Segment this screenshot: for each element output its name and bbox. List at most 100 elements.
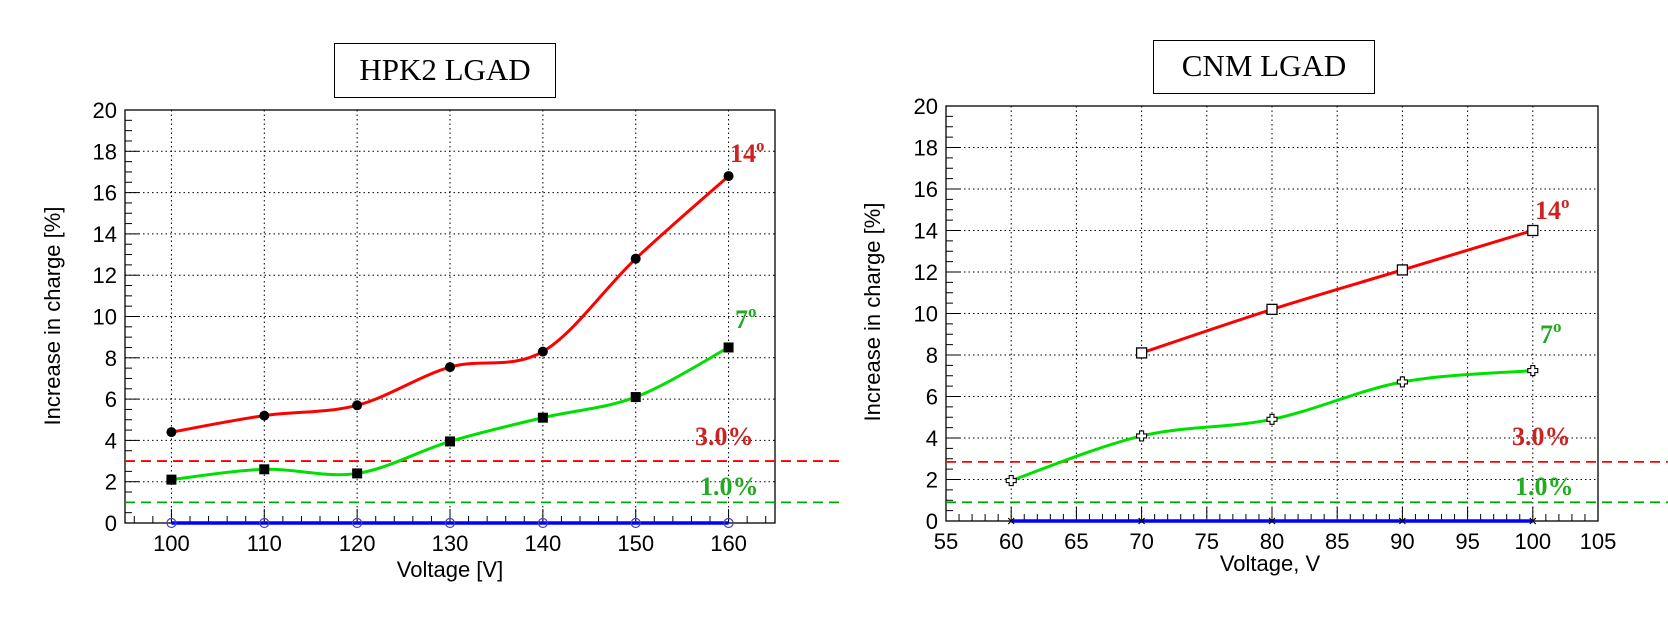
y-tick-label: 16 xyxy=(914,177,938,202)
series-0 xyxy=(166,171,734,438)
x-tick-label: 150 xyxy=(617,531,654,556)
data-point xyxy=(444,517,456,529)
threshold-label: 3.0% xyxy=(1512,422,1571,451)
data-point xyxy=(1529,517,1537,525)
y-tick-label: 2 xyxy=(926,468,938,493)
data-point xyxy=(630,517,641,529)
data-point xyxy=(1266,303,1278,316)
data-point xyxy=(259,517,270,529)
data-point xyxy=(537,412,548,423)
series-2 xyxy=(166,517,734,529)
series-1 xyxy=(1005,365,1539,487)
y-tick-label: 18 xyxy=(914,136,938,161)
series-label: 7o xyxy=(1540,317,1562,349)
data-point xyxy=(630,392,641,403)
data-point xyxy=(445,362,455,373)
chart-title-cnm: CNM LGAD xyxy=(1153,40,1375,94)
threshold-label: 1.0% xyxy=(700,472,759,501)
chart-panel-0: 0 2 4 6 8 10 12 14 16 18 20 100 110 120 130 140 150 160 Vo… xyxy=(40,98,845,582)
y-tick-label: 16 xyxy=(93,181,117,206)
x-tick-label: 70 xyxy=(1129,529,1153,554)
x-tick-label: 120 xyxy=(339,531,376,556)
x-tick-label: 140 xyxy=(524,531,561,556)
y-tick-label: 12 xyxy=(914,260,938,285)
threshold-label: 3.0% xyxy=(695,422,754,451)
x-tick-label: 100 xyxy=(1514,529,1551,554)
y-axis-title: Increase in charge [%] xyxy=(860,203,885,422)
x-tick-label: 105 xyxy=(1580,529,1617,554)
x-tick-label: 85 xyxy=(1325,529,1349,554)
data-point xyxy=(1396,264,1409,276)
data-point xyxy=(1005,474,1017,487)
chart-title-hpk2: HPK2 LGAD xyxy=(334,43,556,98)
y-tick-label: 4 xyxy=(105,428,117,453)
data-point xyxy=(1138,517,1146,525)
x-tick-label: 160 xyxy=(710,531,747,556)
series-line xyxy=(1141,229,1534,355)
x-tick-label: 80 xyxy=(1260,529,1284,554)
y-tick-label: 12 xyxy=(93,263,117,288)
y-tick-label: 20 xyxy=(93,98,117,123)
y-tick-label: 10 xyxy=(914,302,938,327)
data-point xyxy=(537,346,548,357)
x-axis-title: Voltage, V xyxy=(1220,551,1321,576)
y-tick-label: 18 xyxy=(93,139,117,164)
series-label: 14o xyxy=(1535,193,1570,225)
chart-panel-1: 0 2 4 6 8 10 12 14 16 18 20 55 60 65 70 75 80 85 90 95 100 10… xyxy=(860,94,1668,576)
x-tick-label: 100 xyxy=(153,531,190,556)
threshold-label: 1.0% xyxy=(1515,472,1574,501)
data-point xyxy=(166,427,177,438)
data-point xyxy=(1527,224,1539,237)
series-label: 7o xyxy=(735,302,757,334)
y-tick-label: 14 xyxy=(93,222,117,247)
y-tick-label: 10 xyxy=(93,305,117,330)
data-point xyxy=(166,474,177,485)
data-point xyxy=(723,342,734,353)
data-point xyxy=(352,517,363,529)
grid xyxy=(946,106,1598,521)
x-tick-label: 65 xyxy=(1064,529,1088,554)
x-tick-label: 95 xyxy=(1455,529,1479,554)
data-point xyxy=(723,171,734,182)
y-axis-title: Increase in charge [%] xyxy=(40,207,65,426)
data-point xyxy=(1007,517,1015,525)
y-tick-label: 6 xyxy=(926,385,938,410)
series-0 xyxy=(1135,224,1539,359)
y-tick-label: 8 xyxy=(105,346,117,371)
y-tick-label: 20 xyxy=(914,94,938,119)
data-point xyxy=(259,410,270,421)
data-point xyxy=(723,517,734,529)
x-tick-label: 110 xyxy=(247,531,282,556)
y-tick-label: 0 xyxy=(105,511,117,536)
data-point xyxy=(537,517,548,529)
data-point xyxy=(1266,413,1278,425)
data-point xyxy=(630,253,641,264)
data-point xyxy=(352,468,363,479)
x-tick-label: 55 xyxy=(934,529,958,554)
y-tick-label: 2 xyxy=(105,470,117,495)
data-point xyxy=(1396,376,1408,388)
data-point xyxy=(1135,347,1148,359)
y-tick-label: 8 xyxy=(926,343,938,368)
data-point xyxy=(1398,517,1406,525)
series-2 xyxy=(1007,517,1537,525)
x-tick-label: 75 xyxy=(1195,529,1219,554)
x-tick-label: 90 xyxy=(1390,529,1414,554)
y-tick-label: 4 xyxy=(926,426,938,451)
y-tick-label: 14 xyxy=(914,219,938,244)
x-tick-label: 130 xyxy=(432,531,469,556)
series-1 xyxy=(166,342,734,485)
data-point xyxy=(445,436,455,447)
series-label: 14o xyxy=(730,136,765,168)
data-point xyxy=(1136,430,1148,442)
data-point xyxy=(166,517,177,529)
y-tick-label: 6 xyxy=(105,387,117,412)
data-point xyxy=(259,464,270,475)
data-point xyxy=(352,400,363,411)
data-point xyxy=(1268,517,1276,525)
y-tick-label: 0 xyxy=(926,509,938,534)
data-point xyxy=(1527,365,1539,377)
x-tick-label: 60 xyxy=(999,529,1023,554)
